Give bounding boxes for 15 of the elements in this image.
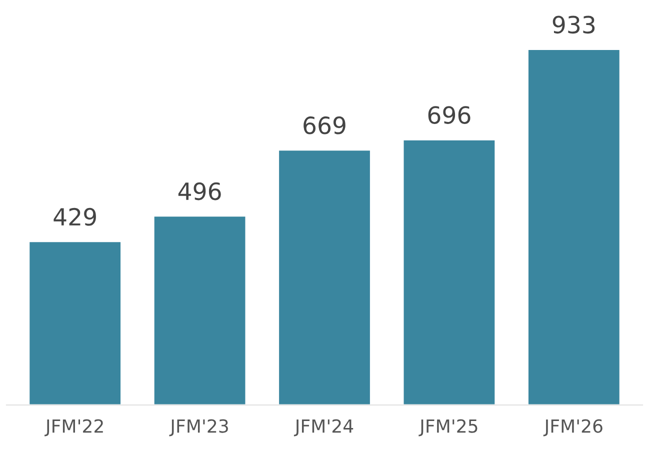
data-label: 496 xyxy=(178,182,221,200)
data-label: 669 xyxy=(304,116,346,134)
data-label: 429 xyxy=(54,208,96,226)
bar xyxy=(402,138,496,405)
x-tick-label: JFM'23 xyxy=(169,419,228,436)
bar xyxy=(28,240,122,405)
x-tick-label: JFM'25 xyxy=(418,419,478,436)
bar xyxy=(527,48,621,405)
data-label: 696 xyxy=(428,106,470,124)
data-label: 933 xyxy=(552,16,595,34)
bar xyxy=(278,149,372,405)
bar xyxy=(152,215,247,405)
x-tick-label: JFM'26 xyxy=(543,419,602,436)
x-tick-label: JFM'24 xyxy=(294,419,354,436)
x-tick-label: JFM'22 xyxy=(44,419,103,436)
